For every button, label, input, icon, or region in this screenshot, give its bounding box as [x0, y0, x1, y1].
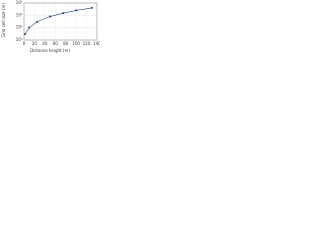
x-tick-label: 100	[72, 41, 80, 46]
x-tick-label: 40	[42, 41, 48, 46]
data-point	[28, 26, 31, 29]
x-tick-label: 120	[83, 41, 91, 46]
x-tick-label: 80	[63, 41, 69, 46]
x-tick-label: 60	[53, 41, 59, 46]
y-tick-label: 10¹	[16, 25, 23, 30]
y-tick-label: 10³	[16, 0, 23, 5]
x-tick-label: 20	[32, 41, 38, 46]
y-axis-label: Grid cell size (m)	[1, 3, 6, 37]
data-point	[62, 12, 65, 15]
chart: Distance height (m) Grid cell size (m) 1…	[1, 0, 100, 53]
y-tick-label: 10⁰	[16, 37, 23, 42]
data-point	[24, 33, 27, 36]
x-tick-label: 0	[23, 41, 26, 46]
x-axis-label: Distance height (m)	[30, 48, 70, 53]
data-point	[49, 15, 52, 18]
data-point	[36, 20, 39, 23]
data-point	[75, 9, 78, 12]
data-line	[24, 7, 92, 35]
x-tick-label: 140	[93, 41, 100, 46]
y-tick-label: 10²	[16, 12, 23, 17]
data-point	[90, 6, 93, 9]
